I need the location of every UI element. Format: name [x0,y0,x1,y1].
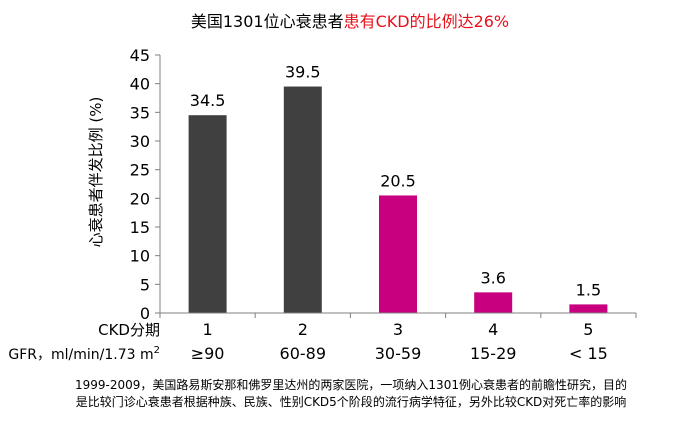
y-tick-label: 35 [130,103,150,122]
y-tick-label: 15 [130,218,150,237]
x-gfr-range-label: 30-59 [375,344,422,363]
y-tick-label: 45 [130,46,150,65]
ckd-bar-chart: 美国1301位心衰患者患有CKD的比例达26% 心衰患者伴发比例 (%) 051… [8,12,637,363]
bar-value-label: 1.5 [576,280,601,299]
bar [569,304,608,313]
y-tick-label: 5 [140,275,150,294]
chart-title: 美国1301位心衰患者患有CKD的比例达26% [191,12,509,31]
gfr-row-label-superscript: 2 [154,345,160,356]
bar-value-label: 20.5 [380,171,416,190]
ckd-stage-row-label: CKD分期 [98,321,160,339]
gfr-row-label-text: GFR，ml/min/1.73 m [8,347,153,363]
bar-value-label: 34.5 [190,91,226,110]
x-category-label: 5 [583,320,593,339]
footnote-line1: 1999-2009，美国路易斯安那和佛罗里达州的两家医院，一项纳入1301例心衰… [75,378,627,392]
bar [283,86,322,314]
x-category-label: 3 [393,320,403,339]
x-category-label: 1 [203,320,213,339]
x-category-label: 4 [488,320,498,339]
y-tick-label: 40 [130,75,150,94]
x-gfr-range-label: 15-29 [470,344,517,363]
y-axis: 0 5 10 15 20 25 30 35 40 45 [130,46,161,323]
x-gfr-range-label: ≥90 [191,344,225,363]
y-tick-label: 25 [130,161,150,180]
bar [474,292,513,313]
chart-title-part2: 患有CKD的比例达26% [344,12,510,31]
gfr-row-label: GFR，ml/min/1.73 m2 [8,345,160,363]
y-tick-label: 0 [140,304,150,323]
bar [379,195,417,313]
bars-group: 34.5 39.5 20.5 3.6 1.5 [159,63,637,318]
bar [188,115,227,313]
y-tick-label: 20 [130,189,150,208]
y-axis-label: 心衰患者伴发比例 (%) [87,97,105,248]
chart-title-part1: 美国1301位心衰患者 [191,12,344,31]
y-tick-label: 10 [130,247,150,266]
x-gfr-range-label: 60-89 [280,344,327,363]
bar-value-label: 3.6 [480,268,505,287]
x-gfr-range-label: < 15 [569,344,608,363]
bar-value-label: 39.5 [285,63,321,82]
y-tick-label: 30 [130,132,150,151]
x-category-label: 2 [298,320,308,339]
x-axis-labels: 1 ≥90 2 60-89 3 30-59 4 15-29 5 < 15 [191,320,608,363]
footnote-line2: 是比较门诊心衰患者根据种族、民族、性别CKD5个阶段的流行病学特征，另外比较CK… [75,395,627,409]
